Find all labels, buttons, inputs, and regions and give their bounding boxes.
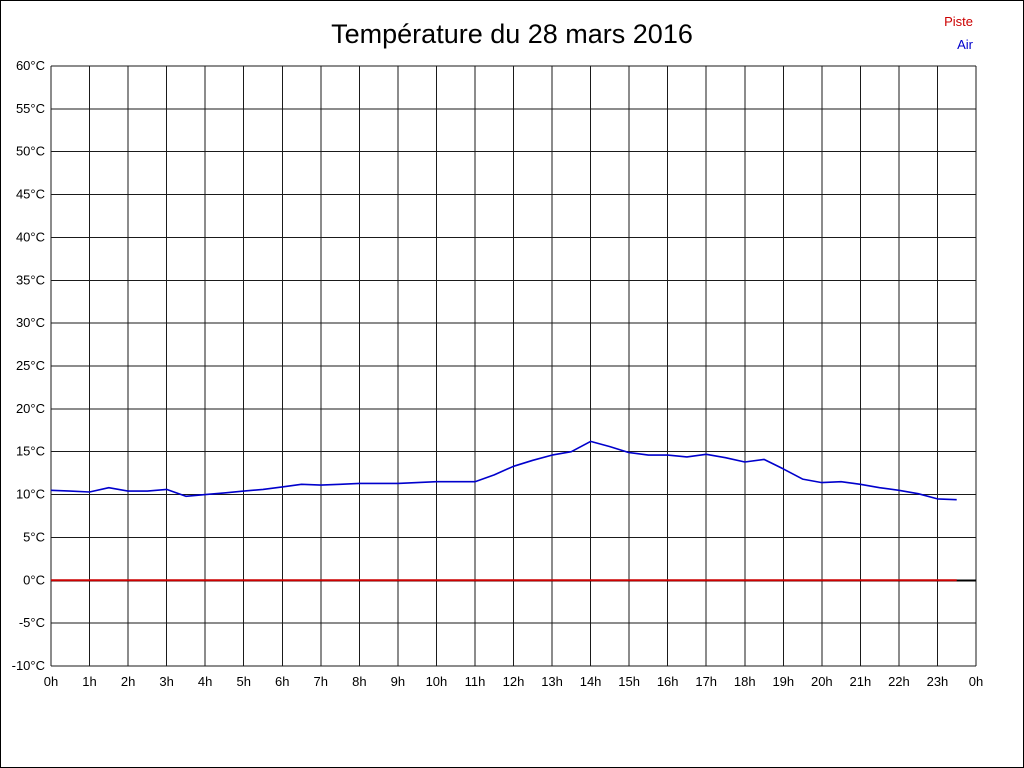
svg-text:20°C: 20°C [16, 401, 45, 416]
svg-text:25°C: 25°C [16, 358, 45, 373]
svg-text:18h: 18h [734, 674, 756, 689]
svg-text:4h: 4h [198, 674, 212, 689]
svg-text:2h: 2h [121, 674, 135, 689]
svg-text:17h: 17h [695, 674, 717, 689]
svg-text:19h: 19h [772, 674, 794, 689]
svg-text:55°C: 55°C [16, 101, 45, 116]
svg-text:10h: 10h [426, 674, 448, 689]
chart-title: Température du 28 mars 2016 [331, 19, 693, 49]
legend-piste-label: Piste [944, 14, 973, 29]
svg-text:0h: 0h [969, 674, 983, 689]
legend-air-label: Air [957, 37, 974, 52]
svg-text:23h: 23h [927, 674, 949, 689]
chart-grid [50, 65, 977, 667]
svg-text:1h: 1h [82, 674, 96, 689]
svg-text:12h: 12h [503, 674, 525, 689]
svg-text:15h: 15h [618, 674, 640, 689]
svg-text:35°C: 35°C [16, 272, 45, 287]
svg-text:3h: 3h [159, 674, 173, 689]
svg-text:0°C: 0°C [23, 572, 45, 587]
svg-text:-10°C: -10°C [12, 658, 45, 673]
svg-text:5°C: 5°C [23, 529, 45, 544]
svg-text:14h: 14h [580, 674, 602, 689]
svg-text:20h: 20h [811, 674, 833, 689]
svg-text:60°C: 60°C [16, 58, 45, 73]
svg-text:15°C: 15°C [16, 444, 45, 459]
svg-text:16h: 16h [657, 674, 679, 689]
svg-text:50°C: 50°C [16, 144, 45, 159]
svg-text:8h: 8h [352, 674, 366, 689]
svg-text:13h: 13h [541, 674, 563, 689]
svg-text:21h: 21h [850, 674, 872, 689]
svg-text:30°C: 30°C [16, 315, 45, 330]
y-axis-labels: 60°C 55°C 50°C 45°C 40°C 35°C 30°C 25°C 20°C 15°C… [12, 58, 45, 673]
svg-text:45°C: 45°C [16, 187, 45, 202]
svg-text:11h: 11h [465, 674, 486, 689]
svg-text:6h: 6h [275, 674, 289, 689]
x-axis-labels: 0h 1h 2h 3h 4h 5h 6h 7h 8h 9h 10h 11h 12h 13h 14h 15h 16… [44, 674, 983, 689]
svg-text:-5°C: -5°C [19, 615, 45, 630]
svg-text:9h: 9h [391, 674, 405, 689]
air-series-line [50, 440, 957, 501]
svg-text:10°C: 10°C [16, 487, 45, 502]
svg-text:0h: 0h [44, 674, 58, 689]
svg-text:7h: 7h [314, 674, 328, 689]
svg-text:5h: 5h [236, 674, 250, 689]
svg-text:40°C: 40°C [16, 229, 45, 244]
svg-text:22h: 22h [888, 674, 910, 689]
